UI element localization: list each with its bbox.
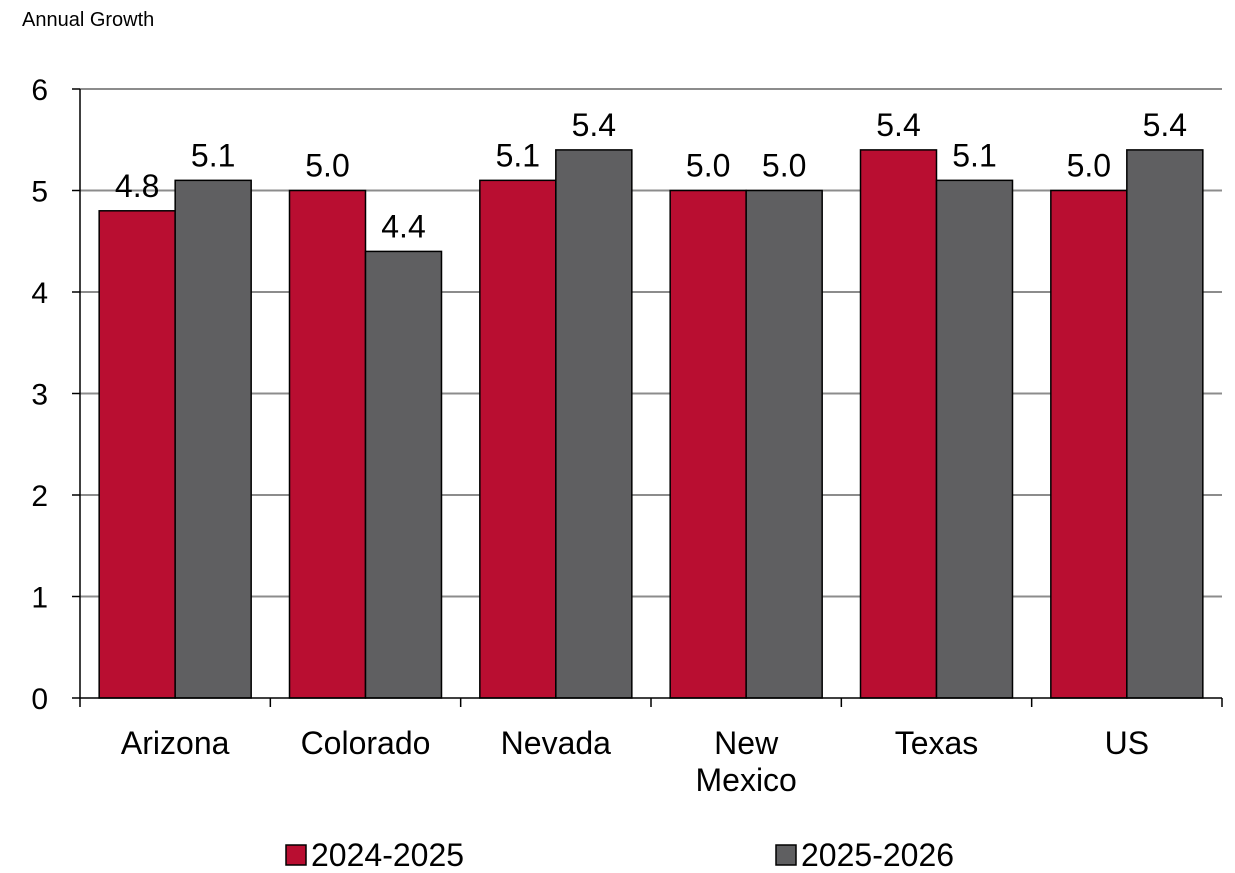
data-label: 5.0: [762, 148, 806, 184]
legend-label: 2024-2025: [311, 837, 464, 873]
y-tick-label: 6: [31, 74, 48, 107]
chart-title: Annual Growth: [22, 9, 154, 31]
bar: [174, 179, 252, 699]
x-category-label: Arizona: [121, 725, 230, 761]
data-label: 5.4: [1143, 107, 1187, 143]
bar: [479, 179, 557, 699]
data-label: 5.0: [1067, 148, 1111, 184]
data-label: 4.8: [115, 168, 159, 204]
bar: [98, 210, 176, 699]
x-category-label: New Mexico: [695, 725, 796, 798]
legend-swatch: [285, 844, 307, 866]
data-label: 5.1: [952, 137, 996, 173]
value-labels: 4.8 5.1 5.0 4.4 5.1 5.4 5.0 5.0 5.4 5.1 5.0 5.4: [115, 107, 1187, 245]
legend: 2024-2025 2025-2026: [285, 837, 954, 873]
bar: [859, 149, 938, 699]
bar: [364, 250, 443, 699]
y-tick-labels: 0 1 2 3 4 5 6: [31, 74, 48, 716]
x-category-label: US: [1105, 725, 1149, 761]
y-tick-label: 4: [31, 277, 48, 310]
legend-swatch: [775, 844, 797, 866]
data-label: 5.4: [876, 107, 920, 143]
data-label: 5.4: [572, 107, 616, 143]
x-category-label: Colorado: [301, 725, 431, 761]
bar: [1126, 149, 1204, 699]
x-category-labels: Arizona Colorado Nevada New Mexico Texas US: [121, 725, 1149, 798]
legend-label: 2025-2026: [801, 837, 954, 873]
y-tick-label: 2: [31, 480, 48, 513]
data-label: 5.0: [305, 148, 349, 184]
bars: [98, 149, 1204, 699]
y-tick-label: 5: [31, 176, 48, 209]
y-tick-label: 3: [31, 379, 48, 412]
x-category-label: Nevada: [501, 725, 612, 761]
data-label: 5.0: [686, 148, 730, 184]
bar: [288, 189, 367, 699]
y-tick-label: 0: [31, 683, 48, 716]
data-label: 4.4: [381, 208, 425, 244]
bar: [555, 149, 633, 699]
bar: [1050, 189, 1128, 699]
x-category-label: Texas: [895, 725, 979, 761]
data-label: 5.1: [496, 137, 540, 173]
bar: [745, 189, 823, 699]
bar: [935, 179, 1014, 699]
data-label: 5.1: [191, 137, 235, 173]
y-tick-label: 1: [31, 582, 48, 615]
grid-lines: [80, 88, 1222, 598]
bar: [669, 189, 747, 699]
axes: [72, 88, 1223, 707]
